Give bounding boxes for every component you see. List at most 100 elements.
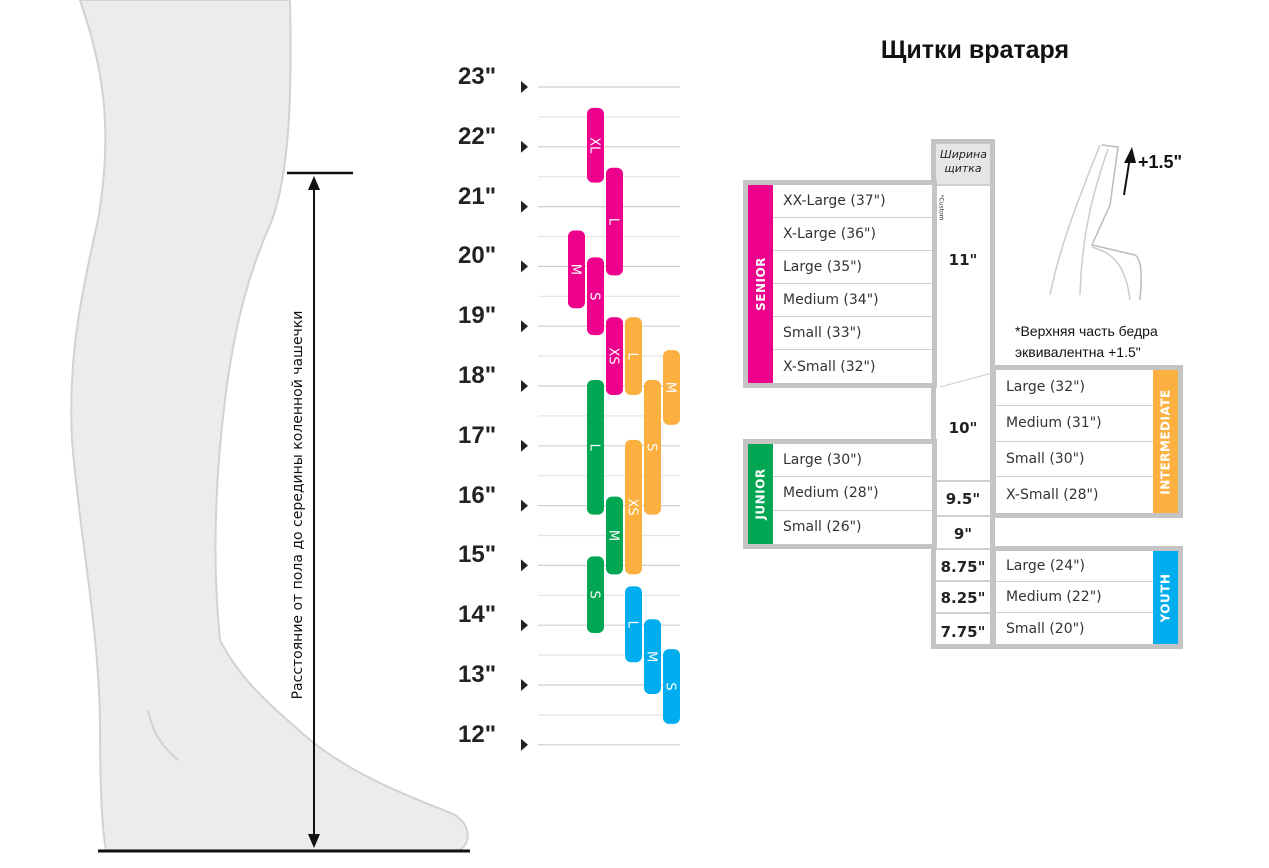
- senior-table: SENIOR XX-Large (37") X-Large (36") Large (…: [743, 180, 937, 388]
- junior-label: JUNIOR: [753, 468, 768, 520]
- size-bars: XL L M S XS L M S XS L M S L M S: [521, 81, 680, 751]
- youth-size-row: Medium (22"): [996, 582, 1153, 613]
- scale-tick-label: 22": [458, 122, 497, 150]
- size-bar-label: S: [587, 591, 602, 599]
- tick-arrow-icon: [521, 200, 528, 213]
- senior-size-row: Medium (34"): [773, 284, 932, 317]
- scale-tick-label: 18": [458, 362, 497, 389]
- width-value: 10": [948, 419, 978, 437]
- intermediate-size-row: Medium (31"): [996, 406, 1153, 442]
- senior-label: SENIOR: [753, 257, 768, 311]
- size-bar-label: S: [663, 682, 678, 690]
- senior-band: SENIOR: [748, 185, 773, 383]
- size-bar-senior-s: [587, 257, 604, 336]
- size-bar-label: XS: [625, 499, 640, 516]
- intermediate-size-row: Small (30"): [996, 442, 1153, 478]
- intermediate-size-row: Large (32"): [996, 370, 1153, 406]
- size-bar-junior-s: [587, 556, 604, 633]
- size-bar-label: L: [625, 352, 640, 360]
- size-bar-label: XL: [587, 137, 602, 154]
- junior-size-row: Small (26"): [783, 519, 862, 536]
- tick-arrow-icon: [521, 439, 528, 452]
- scale-tick-label: 19": [458, 302, 497, 330]
- width-value: 9": [953, 525, 973, 543]
- size-bar-intermediate-xs: [625, 439, 642, 575]
- size-bar-label: M: [644, 651, 659, 662]
- size-bar-label: XS: [606, 348, 621, 365]
- thigh-note: *Верхняя часть бедра эквивалентна +1.5": [1015, 321, 1158, 363]
- youth-size-row: Small (20"): [1006, 620, 1085, 637]
- tick-arrow-icon: [521, 140, 528, 153]
- intermediate-label: INTERMEDIATE: [1158, 388, 1173, 495]
- senior-size-row: X-Small (32"): [783, 358, 876, 375]
- size-bar-junior-m: [606, 496, 623, 575]
- size-bar-label: M: [568, 264, 583, 275]
- thigh-plus: +1.5": [1138, 152, 1183, 172]
- size-bar-senior-m: [568, 230, 585, 309]
- width-value: 7.75": [940, 623, 986, 641]
- width-value: 9.5": [945, 490, 981, 508]
- scale-tick-label: 23": [458, 63, 497, 90]
- size-bar-youth-s: [663, 649, 680, 724]
- size-bar-intermediate-m: [663, 350, 680, 425]
- junior-size-row: Medium (28"): [773, 477, 932, 511]
- youth-band: YOUTH: [1153, 551, 1178, 644]
- size-bar-label: L: [587, 444, 602, 452]
- scale-tick-label: 13": [458, 661, 497, 688]
- senior-size-row: X-Large (36"): [773, 218, 932, 251]
- intermediate-table: INTERMEDIATE Large (32") Medium (31") Small…: [991, 365, 1183, 518]
- width-value: 11": [948, 251, 978, 269]
- senior-size-row: Small (33"): [773, 317, 932, 350]
- scale-tick-label: 14": [458, 601, 497, 629]
- junior-table: JUNIOR Large (30") Medium (28") Small (26"): [743, 439, 937, 549]
- scale-tick-label: 16": [458, 481, 497, 509]
- width-header: Ширина щитка: [936, 144, 990, 184]
- thigh-note-line2: эквивалентна +1.5": [1015, 344, 1141, 360]
- intermediate-size-row: X-Small (28"): [1006, 487, 1099, 504]
- size-bar-label: S: [587, 292, 602, 300]
- width-column: Ширина щитка 11" 10" 9.5" 9" 8.75" 8.25"…: [931, 139, 996, 649]
- scale-tick-label: 15": [458, 541, 497, 569]
- intermediate-band: INTERMEDIATE: [1153, 370, 1178, 513]
- width-value: 8.25": [940, 589, 986, 607]
- size-bar-youth-m: [644, 619, 661, 694]
- size-bar-label: S: [644, 443, 659, 451]
- scale-tick-label: 20": [458, 242, 497, 270]
- size-bar-intermediate-l: [625, 317, 642, 395]
- tick-arrow-icon: [521, 619, 528, 632]
- tick-arrow-icon: [521, 738, 528, 751]
- junior-band: JUNIOR: [748, 444, 773, 544]
- scale-tick-label: 17": [458, 421, 497, 449]
- size-bar-label: M: [663, 382, 678, 393]
- tick-arrow-icon: [521, 380, 528, 392]
- size-bar-senior-xl: [587, 107, 604, 183]
- width-value: 8.75": [940, 558, 986, 576]
- page-title: Щитки вратаря: [880, 36, 1070, 64]
- senior-size-row: XX-Large (37"): [773, 185, 932, 218]
- tick-arrow-icon: [521, 679, 528, 691]
- youth-size-row: Large (24"): [996, 551, 1153, 582]
- size-bar-junior-l: [587, 380, 604, 515]
- size-bar-label: M: [606, 530, 621, 541]
- tick-arrow-icon: [521, 81, 528, 93]
- youth-table: YOUTH Large (24") Medium (22") Small (20"): [991, 546, 1183, 649]
- leg-illustration: [70, 0, 470, 853]
- scale-tick-label: 12": [458, 720, 497, 748]
- tick-arrow-icon: [521, 499, 528, 512]
- size-bar-senior-xs: [606, 317, 623, 395]
- size-bar-senior-l: [606, 167, 623, 276]
- size-bar-label: L: [606, 218, 621, 226]
- thigh-note-line1: *Верхняя часть бедра: [1015, 323, 1158, 339]
- youth-label: YOUTH: [1158, 573, 1173, 622]
- thigh-extension-icon: [1049, 144, 1142, 301]
- tick-arrow-icon: [521, 559, 528, 572]
- tick-arrow-icon: [521, 260, 528, 273]
- tick-arrow-icon: [521, 320, 528, 333]
- arrow-up-icon: [308, 176, 320, 190]
- custom-note: *Custom: [937, 194, 945, 221]
- size-bar-label: L: [625, 621, 640, 629]
- size-bar-youth-l: [625, 586, 642, 663]
- arrow-down-icon: [308, 834, 320, 848]
- senior-size-row: Large (35"): [773, 251, 932, 284]
- size-bar-intermediate-s: [644, 380, 661, 515]
